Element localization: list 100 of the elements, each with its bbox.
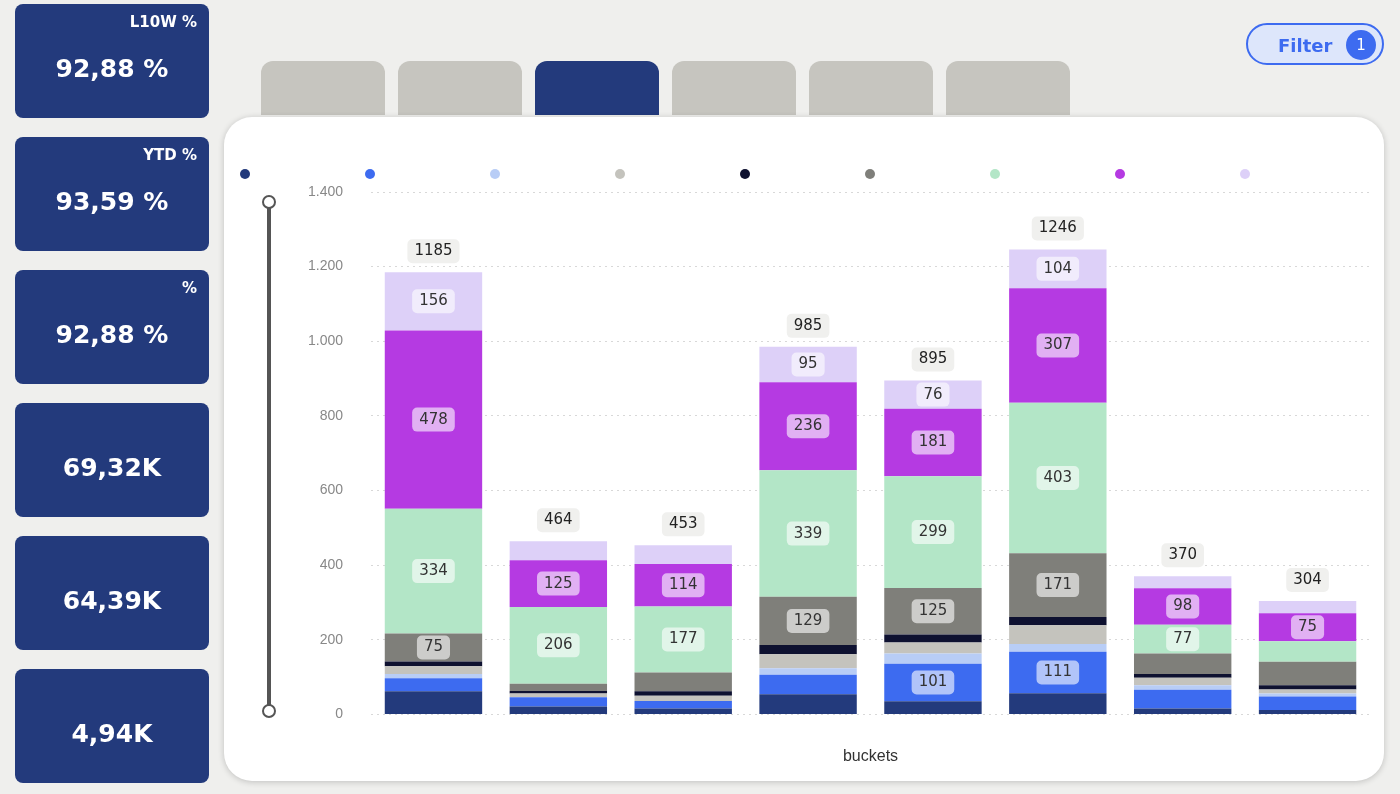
bar — [759, 654, 857, 669]
data-label: 181 — [918, 432, 948, 451]
bar — [384, 678, 483, 692]
text: 69,32K — [62, 453, 162, 482]
y-tick-label: 0 — [335, 705, 344, 722]
bar — [384, 661, 483, 667]
data-label: 403 — [1043, 467, 1073, 486]
bar — [634, 700, 732, 709]
data-label: 177 — [668, 629, 698, 648]
text: 92,88 % — [55, 54, 169, 83]
bar — [509, 683, 608, 691]
bar — [884, 701, 982, 714]
bar — [634, 708, 732, 714]
bar — [384, 674, 483, 679]
bar — [1258, 613, 1357, 642]
data-label: 236 — [793, 416, 823, 435]
data-label: 76 — [923, 384, 943, 403]
bar — [759, 346, 857, 383]
data-label: 478 — [419, 409, 448, 428]
bar — [634, 691, 732, 696]
data-label: 125 — [918, 601, 948, 620]
bar — [759, 668, 857, 675]
bar — [884, 634, 982, 643]
bar — [1133, 708, 1232, 714]
text: 64,39K — [62, 586, 162, 615]
data-label: 77 — [1173, 629, 1193, 648]
y-tick-label: 400 — [319, 556, 344, 572]
bar — [1009, 651, 1107, 694]
bar — [1009, 402, 1107, 554]
bar — [759, 694, 857, 714]
bar — [634, 606, 732, 673]
data-label: 101 — [918, 672, 948, 691]
text: 93,59 % — [55, 187, 169, 216]
data-label: 75 — [1298, 617, 1318, 636]
data-label: 299 — [918, 522, 948, 541]
bar — [384, 330, 483, 509]
bar — [634, 545, 732, 565]
y-tick-label: 800 — [319, 406, 344, 423]
data-label: 114 — [668, 575, 698, 594]
bar — [384, 666, 483, 675]
bar — [884, 663, 982, 702]
bar — [1009, 288, 1107, 403]
bar — [1133, 653, 1232, 675]
data-label: 171 — [1043, 575, 1073, 593]
data-label: 156 — [419, 291, 448, 310]
bar — [1258, 685, 1357, 690]
bar — [1133, 689, 1232, 709]
filter-button: Filter 1 — [1246, 23, 1384, 65]
bar — [384, 691, 483, 714]
category-label: YTD % — [143, 146, 197, 164]
bar — [1009, 249, 1107, 289]
y-tick-label: 1.000 — [307, 332, 344, 349]
category-label: % — [181, 279, 197, 297]
text: 4,94K — [71, 719, 153, 748]
bar — [509, 706, 608, 714]
bar — [884, 408, 982, 477]
total-label: 1185 — [414, 241, 453, 260]
total-label: 304 — [1293, 569, 1322, 588]
total-label: 1246 — [1038, 218, 1077, 237]
y-tick-label: 1.200 — [307, 257, 344, 274]
y-tick-label: 200 — [319, 630, 344, 647]
bar — [759, 470, 857, 597]
bar — [1009, 625, 1107, 644]
total-label: 464 — [544, 510, 573, 529]
total-label: 985 — [793, 315, 823, 334]
bar — [1009, 643, 1107, 652]
bar — [884, 653, 982, 664]
bar — [1009, 553, 1107, 618]
data-label: 111 — [1043, 662, 1073, 681]
data-label: 334 — [419, 561, 448, 579]
total-label: 370 — [1168, 545, 1198, 564]
bar — [1009, 617, 1107, 626]
bar — [1133, 677, 1232, 686]
bar — [384, 633, 483, 662]
bar — [884, 476, 982, 588]
total-label: 453 — [668, 514, 698, 533]
bar — [759, 674, 857, 695]
bar — [384, 508, 483, 634]
data-label: 129 — [793, 610, 823, 629]
bar — [1133, 685, 1232, 690]
data-label: 75 — [423, 637, 444, 656]
bar — [509, 606, 608, 684]
bar — [1133, 588, 1232, 625]
bar — [884, 587, 982, 635]
bar — [1009, 693, 1107, 714]
y-tick-label: 1.400 — [307, 182, 344, 199]
total-label: 895 — [918, 349, 948, 368]
data-label: 104 — [1043, 258, 1073, 277]
bar — [1258, 689, 1357, 694]
y-tick-label: 600 — [319, 481, 344, 498]
category-label: L10W % — [129, 13, 197, 31]
bar — [1133, 674, 1232, 678]
bar — [509, 541, 608, 561]
bar — [1258, 709, 1357, 714]
data-label: 339 — [793, 523, 823, 542]
bar — [759, 645, 857, 655]
text: 92,88 % — [55, 320, 169, 349]
bar — [509, 690, 608, 694]
bar — [884, 380, 982, 409]
data-label: 307 — [1043, 335, 1073, 354]
